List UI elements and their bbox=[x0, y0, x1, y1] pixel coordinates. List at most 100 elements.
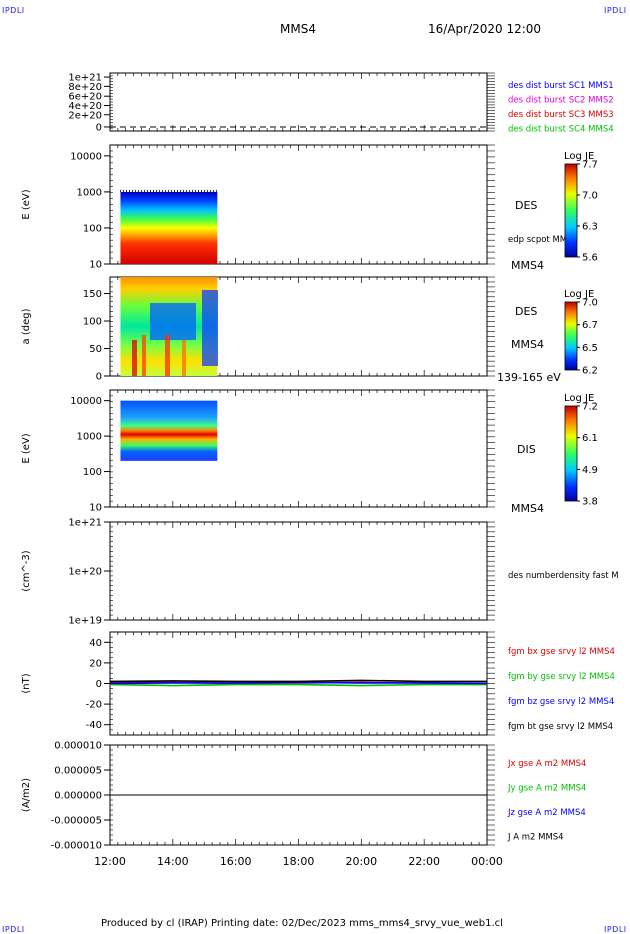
pitch-feature bbox=[165, 335, 170, 376]
corner-mark-bottom-left: IPDLI bbox=[2, 925, 25, 934]
y-tick-label: 4e+20 bbox=[68, 101, 102, 112]
legend-label: J A m2 MMS4 bbox=[507, 833, 564, 843]
footer-credit: Produced by cl (IRAP) Printing date: 02/… bbox=[101, 918, 503, 929]
y-tick-label: -20 bbox=[86, 700, 102, 711]
spacecraft-label: MMS4 bbox=[511, 259, 544, 272]
colorbar-title: Log JE bbox=[564, 393, 594, 404]
pitch-feature bbox=[182, 340, 186, 376]
y-tick-label: 50 bbox=[89, 344, 102, 355]
y-tick-label: 1e+19 bbox=[68, 616, 102, 627]
y-tick-label: 10000 bbox=[70, 151, 102, 162]
spacecraft-label: MMS4 bbox=[511, 338, 544, 351]
potential-label: edp scpot MMS4 bbox=[508, 235, 578, 245]
y-tick-label: 1000 bbox=[77, 187, 102, 198]
legend-label: Jz gse A m2 MMS4 bbox=[507, 808, 586, 818]
pitch-feature bbox=[150, 303, 196, 340]
y-tick-label: 40 bbox=[89, 638, 102, 649]
y-tick-label: -0.000010 bbox=[51, 841, 102, 852]
y-tick-label: 8e+20 bbox=[68, 82, 102, 93]
legend-label: fgm bx gse srvy l2 MMS4 bbox=[508, 647, 615, 657]
y-tick-label: 150 bbox=[83, 289, 102, 300]
x-tick-label: 00:00 bbox=[471, 855, 503, 868]
y-axis-label: (nT) bbox=[21, 673, 32, 693]
instrument-label: DES bbox=[515, 305, 537, 318]
legend-label: fgm bz gse srvy l2 MMS4 bbox=[508, 697, 614, 707]
y-tick-label: 0.000000 bbox=[54, 791, 102, 802]
colorbar-title: Log JE bbox=[564, 151, 594, 162]
colorbar-tick-label: 6.2 bbox=[582, 366, 598, 377]
pitch-feature bbox=[142, 335, 146, 376]
y-tick-label: 1e+20 bbox=[68, 567, 102, 578]
instrument-label: DIS bbox=[517, 443, 536, 456]
y-tick-label: 20 bbox=[89, 658, 102, 669]
y-tick-label: 2e+20 bbox=[68, 110, 102, 121]
legend-label: des dist burst SC4 MMS4 bbox=[508, 125, 614, 135]
colorbar-tick-label: 6.1 bbox=[582, 433, 598, 444]
y-tick-label: 0.000005 bbox=[54, 766, 102, 777]
y-tick-label: 1e+21 bbox=[68, 518, 102, 529]
colorbar-title: Log JE bbox=[564, 289, 594, 300]
legend-label: Jx gse A m2 MMS4 bbox=[507, 759, 586, 769]
fgm-series-line bbox=[109, 681, 488, 685]
legend-label: des dist burst SC1 MMS1 bbox=[508, 81, 614, 91]
colorbar-tick-label: 7.7 bbox=[582, 160, 598, 171]
y-tick-label: 0 bbox=[96, 122, 102, 133]
legend-label: des dist burst SC3 MMS3 bbox=[508, 110, 614, 120]
pitch-feature bbox=[202, 290, 218, 366]
y-axis-label: (cm^-3) bbox=[21, 550, 32, 591]
colorbar bbox=[564, 163, 578, 258]
corner-mark-top-right: IPDLI bbox=[604, 6, 627, 15]
y-tick-label: 1e+21 bbox=[68, 73, 102, 84]
colorbar bbox=[564, 405, 578, 502]
colorbar-tick-label: 4.9 bbox=[582, 465, 598, 476]
y-axis-label: (A/m2) bbox=[21, 778, 32, 812]
spacecraft-label: MMS4 bbox=[511, 502, 544, 515]
colorbar bbox=[564, 301, 578, 371]
y-tick-label: 10 bbox=[89, 260, 102, 271]
y-axis-label: a (deg) bbox=[21, 308, 32, 344]
colorbar-tick-label: 7.2 bbox=[582, 402, 598, 413]
colorbar-tick-label: 3.8 bbox=[582, 497, 598, 508]
colorbar-tick-label: 6.7 bbox=[582, 320, 598, 331]
spacecraft-title: MMS4 bbox=[280, 22, 316, 36]
x-tick-label: 20:00 bbox=[345, 855, 377, 868]
dis-energy-spectrogram bbox=[120, 400, 218, 461]
colorbar-tick-label: 7.0 bbox=[582, 298, 598, 309]
y-tick-label: 0.000010 bbox=[54, 741, 102, 752]
legend-label: Jy gse A m2 MMS4 bbox=[507, 784, 586, 794]
panel-frame-1 bbox=[109, 72, 488, 132]
legend-label: des numberdensity fast M bbox=[508, 571, 619, 581]
x-tick-label: 22:00 bbox=[408, 855, 440, 868]
y-tick-label: 6e+20 bbox=[68, 92, 102, 103]
y-axis-label: E (eV) bbox=[21, 189, 32, 219]
y-tick-label: 100 bbox=[83, 467, 102, 478]
legend-label: fgm bt gse srvy l2 MMS4 bbox=[508, 722, 613, 732]
y-axis-label: E (eV) bbox=[21, 433, 32, 463]
legend-label: des dist burst SC2 MMS2 bbox=[508, 96, 614, 106]
fgm-series-line bbox=[109, 683, 487, 687]
fgm-series-line bbox=[109, 679, 487, 683]
datetime-title: 16/Apr/2020 12:00 bbox=[428, 22, 542, 36]
y-tick-label: -40 bbox=[86, 720, 102, 731]
legend-label: fgm by gse srvy l2 MMS4 bbox=[508, 672, 615, 682]
y-tick-label: 10 bbox=[89, 503, 102, 514]
colorbar-tick-label: 6.5 bbox=[582, 343, 598, 354]
corner-mark-top-left: IPDLI bbox=[2, 6, 25, 15]
instrument-label: DES bbox=[515, 199, 537, 212]
colorbar-tick-label: 5.6 bbox=[582, 253, 598, 264]
x-tick-label: 16:00 bbox=[220, 855, 252, 868]
x-tick-label: 12:00 bbox=[94, 855, 126, 868]
y-tick-label: 0 bbox=[96, 679, 102, 690]
y-tick-label: 100 bbox=[83, 223, 102, 234]
des-energy-spectrogram bbox=[120, 191, 218, 264]
corner-mark-bottom-right: IPDLI bbox=[604, 925, 627, 934]
y-tick-label: -0.000005 bbox=[51, 816, 102, 827]
energy-range-label: 139-165 eV bbox=[497, 371, 561, 384]
colorbar-tick-label: 6.3 bbox=[582, 222, 598, 233]
x-tick-label: 18:00 bbox=[283, 855, 315, 868]
x-tick-label: 14:00 bbox=[157, 855, 189, 868]
pitch-feature bbox=[132, 340, 137, 376]
panel-frame-5 bbox=[109, 521, 488, 621]
y-tick-label: 1000 bbox=[77, 432, 102, 443]
